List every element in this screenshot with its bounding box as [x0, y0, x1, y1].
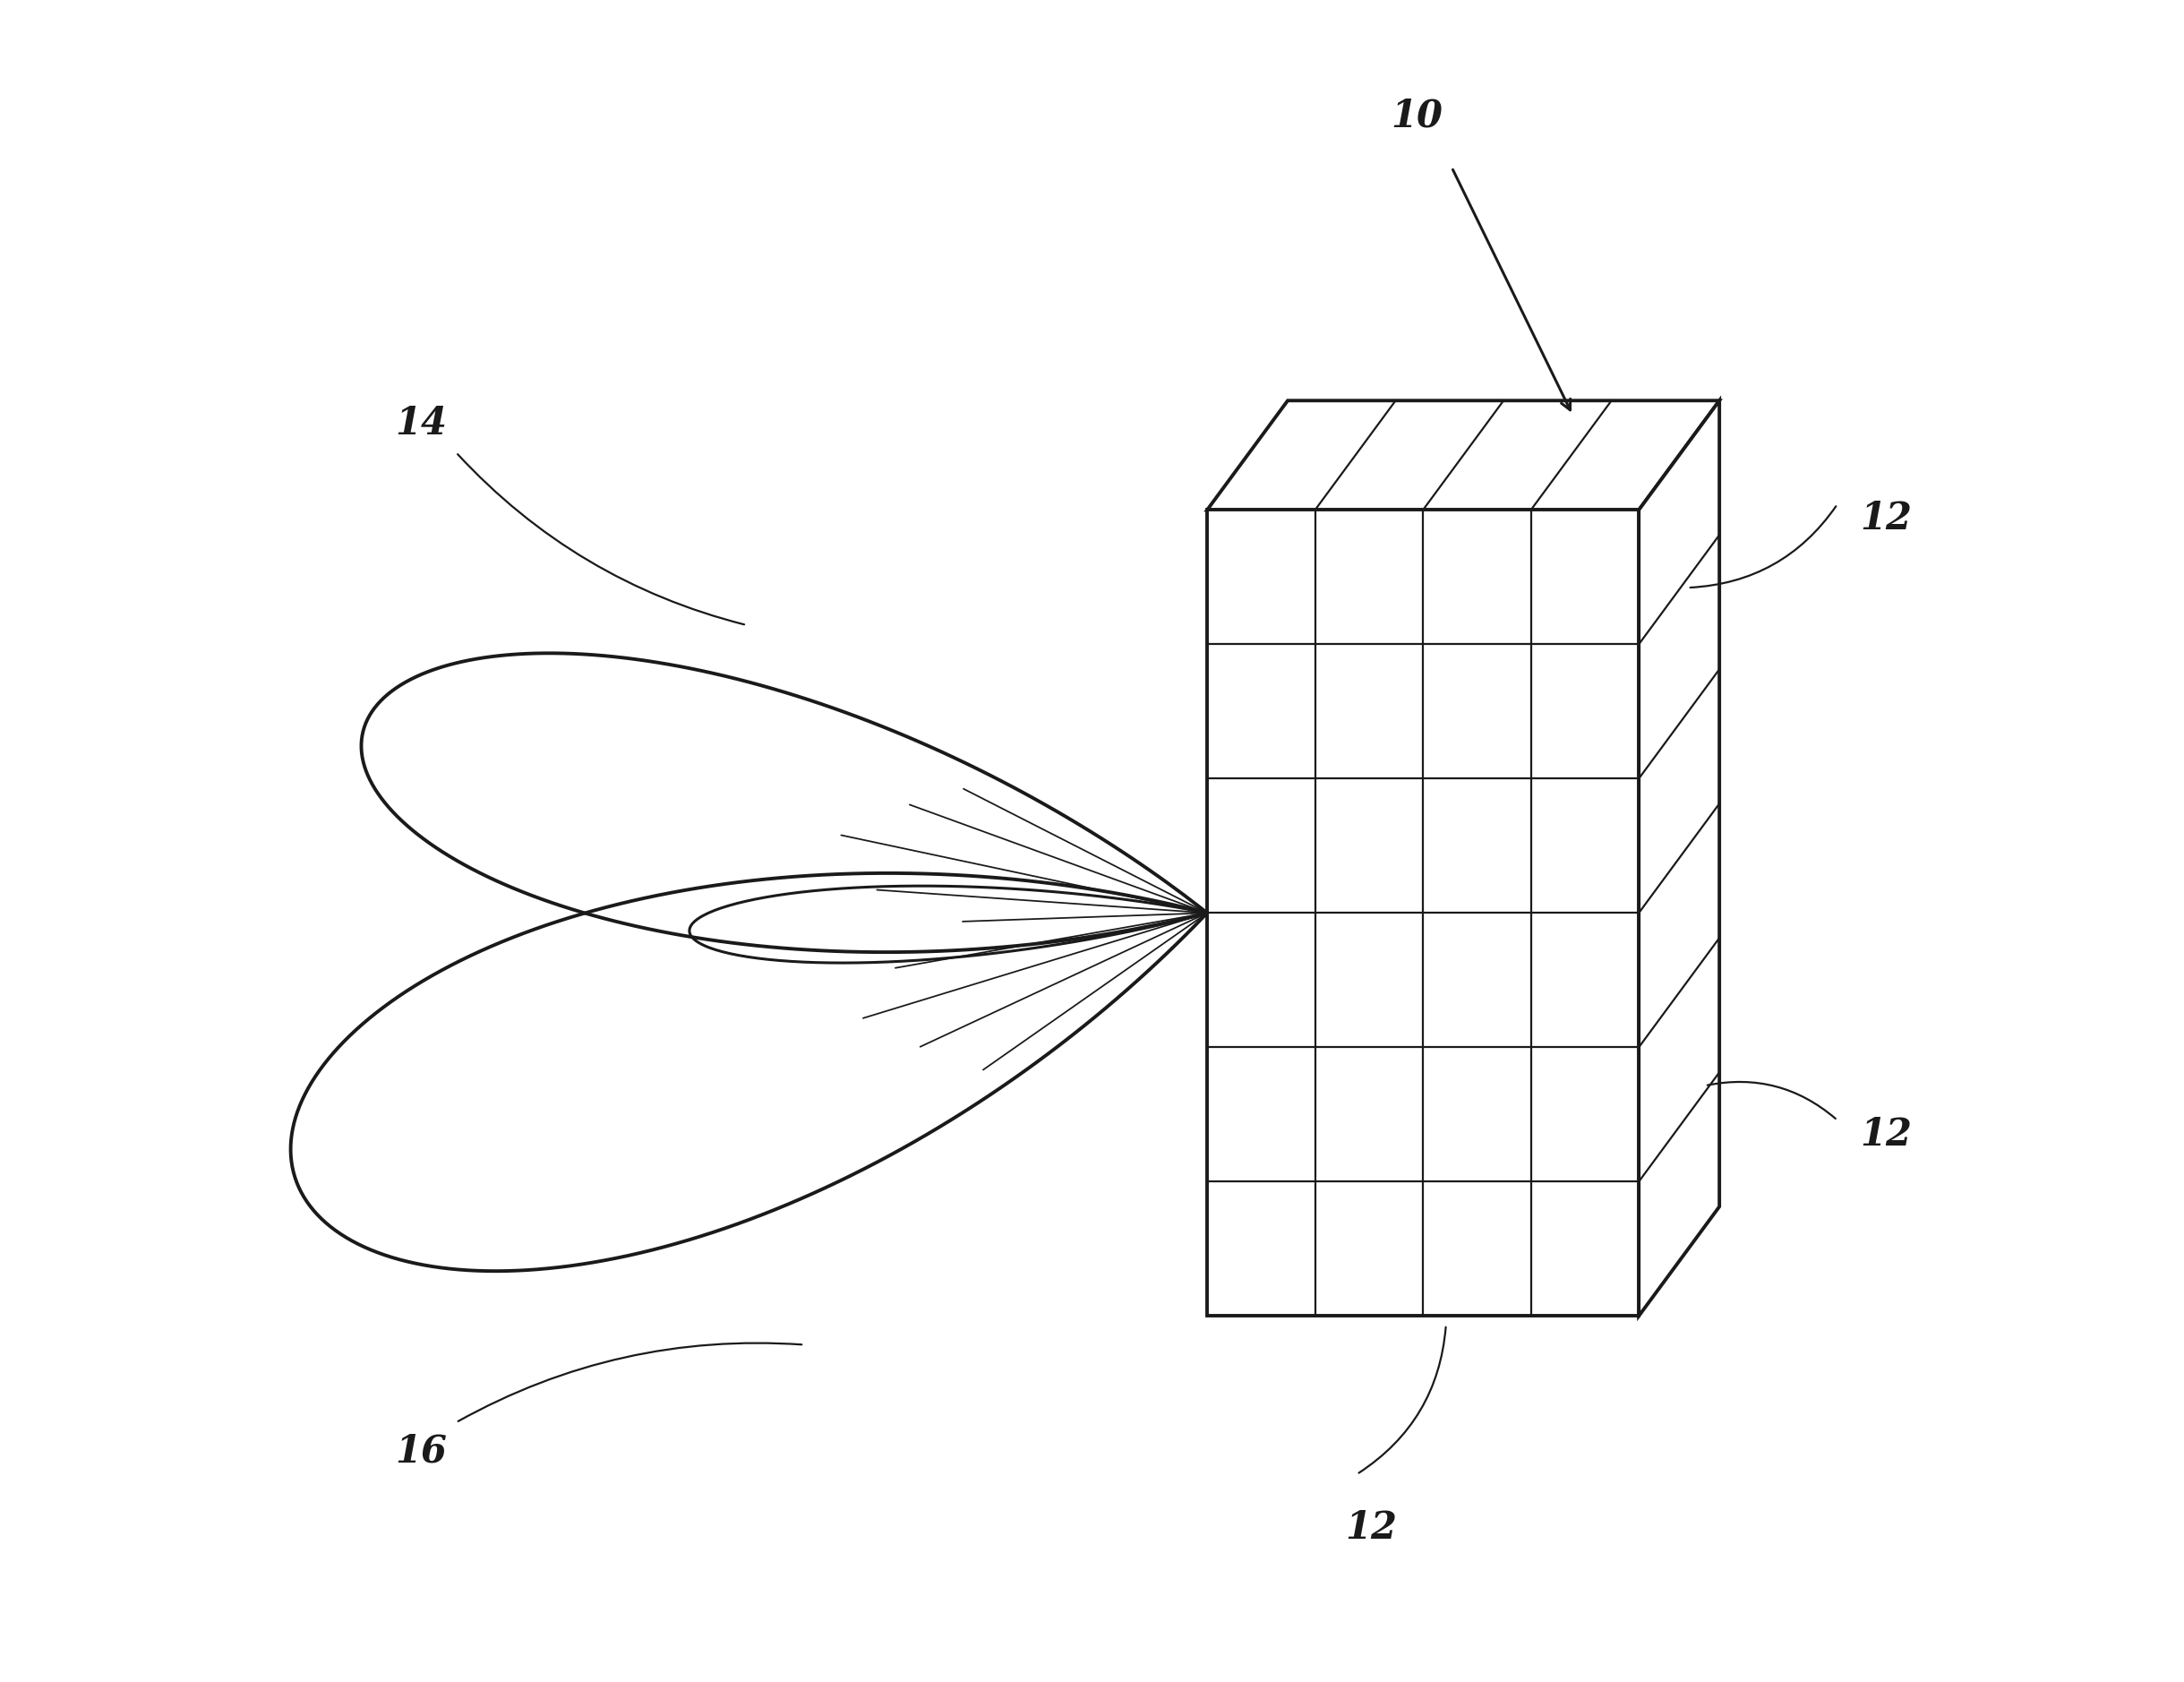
Text: 14: 14	[395, 405, 448, 442]
Polygon shape	[1638, 400, 1719, 1315]
Polygon shape	[1208, 400, 1719, 510]
Text: 12: 12	[1861, 1115, 1913, 1154]
Text: 10: 10	[1391, 98, 1444, 135]
Text: 12: 12	[1345, 1509, 1398, 1546]
Text: 12: 12	[1861, 500, 1913, 538]
Polygon shape	[1208, 510, 1638, 1315]
Text: 16: 16	[395, 1433, 448, 1470]
